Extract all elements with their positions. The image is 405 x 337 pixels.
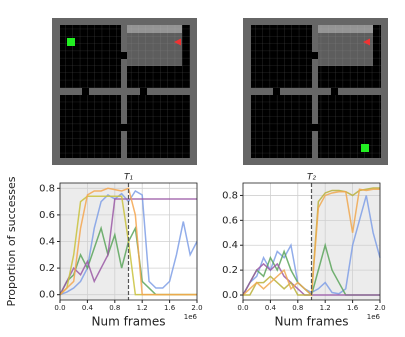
series-line <box>59 187 197 296</box>
y-tick-label: 0.4 <box>39 237 55 248</box>
chart-title: T₁ <box>124 173 133 183</box>
plot-frame <box>242 182 381 301</box>
y-axis-label: Proportion of successes <box>5 176 18 306</box>
chart-title: T₂ <box>307 173 316 183</box>
x-tick-label: 2.0 <box>191 304 202 312</box>
x-axis-label: Num frames <box>92 315 166 329</box>
shaded-region <box>311 183 380 300</box>
y-tick-label: 0.2 <box>39 263 55 274</box>
y-tick-label: 0.2 <box>222 265 238 276</box>
x-tick-label: 0.0 <box>54 304 65 312</box>
y-tick-label: 0.0 <box>39 290 55 301</box>
x-tick-label: 0.8 <box>109 304 120 312</box>
y-tick-label: 0.6 <box>222 215 238 226</box>
x-tick-label: 1.6 <box>164 304 176 312</box>
x-axis-label: Num frames <box>275 315 349 329</box>
x-offset-text: 1e6 <box>367 313 381 321</box>
y-tick-label: 0.0 <box>222 290 238 301</box>
y-tick-label: 0.8 <box>39 183 55 194</box>
x-tick-label: 0.4 <box>265 304 277 312</box>
x-tick-label: 2.0 <box>374 304 385 312</box>
y-tick-label: 0.6 <box>39 210 55 221</box>
y-tick-label: 0.4 <box>222 240 238 251</box>
y-tick-label: 0.8 <box>222 190 238 201</box>
chart: 0.0 0.2 0.4 0.6 0.8 0.0 0.4 0.8 1.2 1.6 2.0 T₁ Num f… <box>5 173 203 329</box>
x-tick-label: 0.4 <box>82 304 94 312</box>
plot-frame <box>59 182 198 301</box>
x-tick-label: 0.8 <box>292 304 303 312</box>
x-tick-label: 0.0 <box>237 304 248 312</box>
x-tick-label: 1.6 <box>347 304 359 312</box>
gridworld-1 <box>52 18 197 165</box>
x-tick-label: 1.2 <box>320 304 331 312</box>
x-offset-text: 1e6 <box>184 313 198 321</box>
x-tick-label: 1.2 <box>137 304 148 312</box>
chart: 0.0 0.2 0.4 0.6 0.8 0.0 0.4 0.8 1.2 1.6 2.0 T₂ Num f… <box>222 173 385 329</box>
series-line <box>242 188 380 297</box>
gridworld-2 <box>243 18 388 165</box>
